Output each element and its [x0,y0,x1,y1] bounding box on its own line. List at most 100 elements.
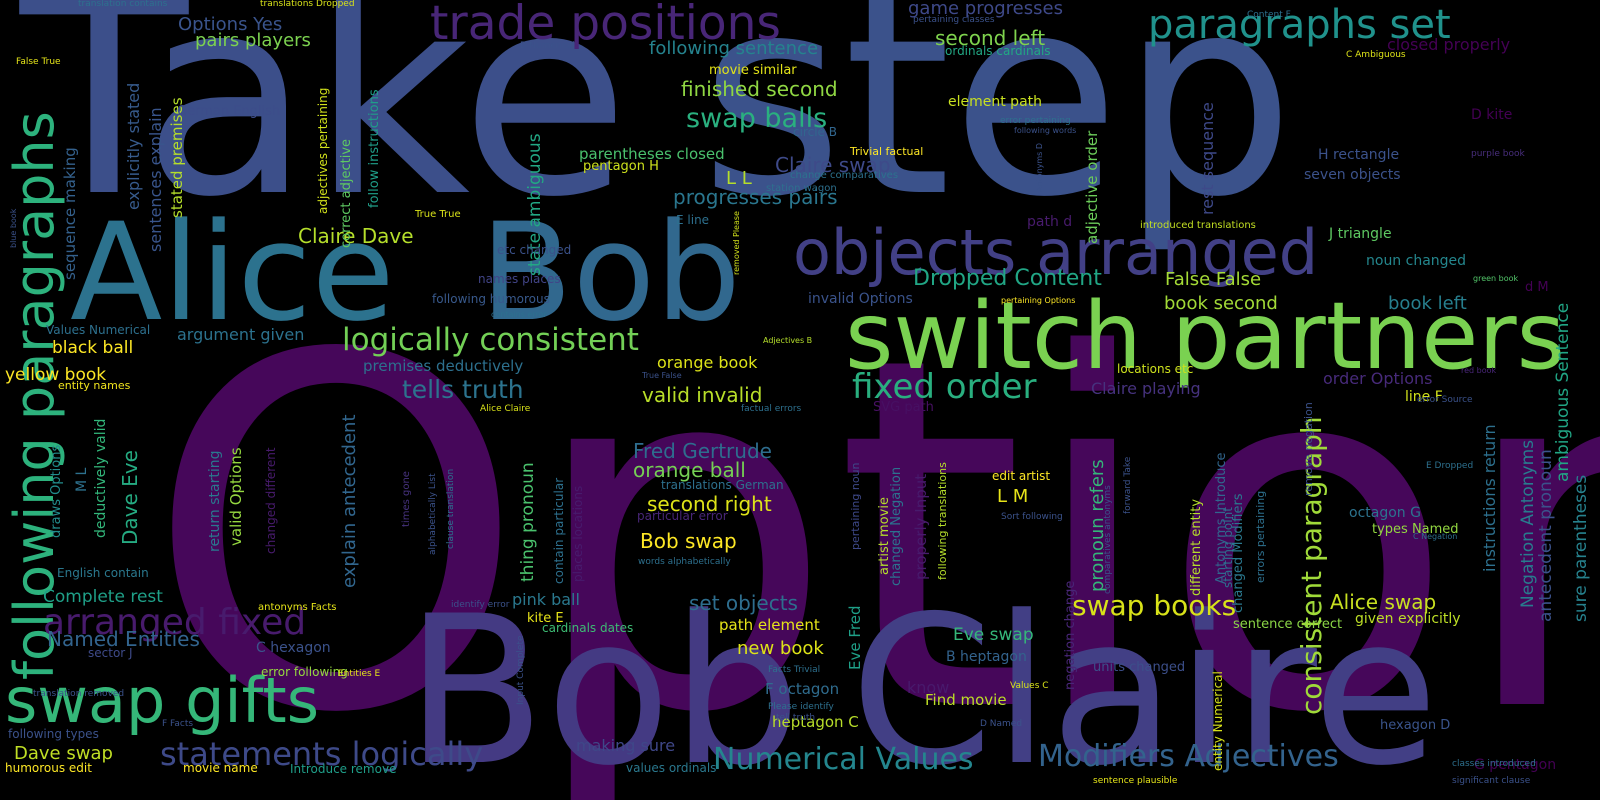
cloud-word: forward Take [1123,456,1133,514]
cloud-word: classes introduced [1452,759,1536,769]
cloud-word: given explicitly [1355,611,1461,627]
cloud-word: comparatives antonyms [1103,485,1113,594]
cloud-word: pertaining classes [913,15,995,25]
cloud-word: ordinals cardinals [945,44,1051,58]
cloud-word: step [700,0,1295,257]
cloud-word: Take [20,0,630,257]
cloud-word: translations German [661,478,784,492]
cloud-word: L M [997,486,1029,507]
cloud-word: yellow book [5,365,107,385]
cloud-word: set objects [689,591,798,615]
cloud-word: adjective order [1083,130,1101,244]
cloud-word: thing pronoun [518,462,538,582]
cloud-word: movie name [183,761,258,775]
cloud-word: error Source [1417,395,1473,405]
cloud-word: book left [1388,293,1467,314]
cloud-word: sentences explain [146,107,165,252]
cloud-word: pertaining Options [1001,296,1076,305]
cloud-word: making sure [576,736,676,755]
cloud-word: Modifiers Adjectives [1038,739,1339,774]
cloud-word: Claire [850,573,1439,800]
cloud-word: values ordinals [626,761,717,775]
cloud-word: line F [1405,389,1443,405]
cloud-word: antonyms Facts [258,602,337,613]
cloud-word: translations Dropped [260,0,355,9]
cloud-word: objects arranged [793,216,1319,289]
cloud-word: path element [719,616,820,634]
cloud-word: following humorous [432,292,550,306]
cloud-word: error pertaining [1000,116,1071,126]
cloud-word: words alphabetically [638,557,731,567]
cloud-word: black ball [52,338,134,358]
cloud-word: explain antecedent [339,414,360,588]
cloud-word: arranged fixed [43,602,307,643]
cloud-word: deductively valid [93,418,109,538]
cloud-word: Values Numerical [46,323,151,337]
cloud-word: Bob swap [640,529,737,553]
cloud-word: valid invalid [642,383,763,407]
cloud-word: English contain [57,566,149,580]
cloud-word: heptagon C [772,713,859,731]
cloud-word: F octagon [765,680,840,698]
cloud-word: Please identify [768,702,834,712]
cloud-word: Dave swap [14,743,113,764]
cloud-word: J triangle [1329,226,1392,242]
cloud-word: True True [415,209,461,220]
cloud-word: True False [642,371,682,380]
cloud-word: d M [1525,280,1549,295]
cloud-word: follow instructions [367,89,382,208]
cloud-word: translation contains [78,0,168,9]
cloud-word: ambiguous Sentence [1553,302,1573,482]
cloud-word: Find movie [925,691,1007,709]
cloud-word: locations etc [1117,362,1194,376]
cloud-word: argument given [177,325,305,344]
cloud-word: types Named [1372,522,1459,537]
cloud-word: Options [145,255,1600,800]
cloud-word: sure parentheses [1571,474,1591,622]
cloud-word: Named Entities [47,627,200,651]
cloud-word: contains error [491,310,547,319]
cloud-word: octagon G [1349,505,1421,521]
cloud-word: book second [1164,293,1278,314]
cloud-word: swap balls [686,103,828,134]
cloud-word: noun changed [1366,253,1467,269]
cloud-word: sector J [88,646,133,660]
cloud-word: errors pertaining [1254,490,1267,583]
cloud-word: sentence plausible [1093,776,1178,786]
cloud-word: Introduce remove [290,762,397,776]
cloud-word: edit artist [992,469,1051,483]
cloud-word: new book [737,638,824,659]
cloud-word: units changed [1093,660,1186,675]
cloud-word: Claire swap [775,153,891,177]
cloud-word: M L [74,467,90,492]
cloud-word: C Ambiguous [1346,50,1406,60]
cloud-word: clause translation [446,468,456,549]
cloud-word: Trivial factual [850,145,924,158]
cloud-word: Content F [1247,10,1291,20]
cloud-word: explicitly stated [124,82,143,210]
cloud-word: Sort following [1001,512,1063,522]
cloud-word: pairs players [195,30,311,51]
cloud-word: Complete rest [43,587,163,607]
cloud-word: return starting [207,450,223,552]
cloud-word: cardinals dates [542,621,634,635]
cloud-word: C hexagon [256,640,331,656]
cloud-word: Adjectives B [763,336,813,345]
cloud-word: error following [261,665,348,679]
cloud-word: B heptagon [946,649,1027,665]
cloud-word: names places [478,272,561,286]
cloud-word: logically consistent [342,322,639,358]
cloud-word: following types [8,727,99,741]
cloud-word: different entity [1189,498,1204,596]
cloud-word: E line [676,213,710,227]
cloud-word: Entities E [338,669,381,679]
cloud-word: know [907,678,950,697]
cloud-word: humorous edit [5,761,92,775]
cloud-word: instructions return [1480,424,1499,572]
cloud-word: station wagon [766,183,837,194]
cloud-word: Alice Claire [480,404,531,414]
cloud-word: L L [726,168,752,189]
cloud-word: Input Complete [516,635,526,705]
cloud-word: H rectangle [1318,147,1400,163]
